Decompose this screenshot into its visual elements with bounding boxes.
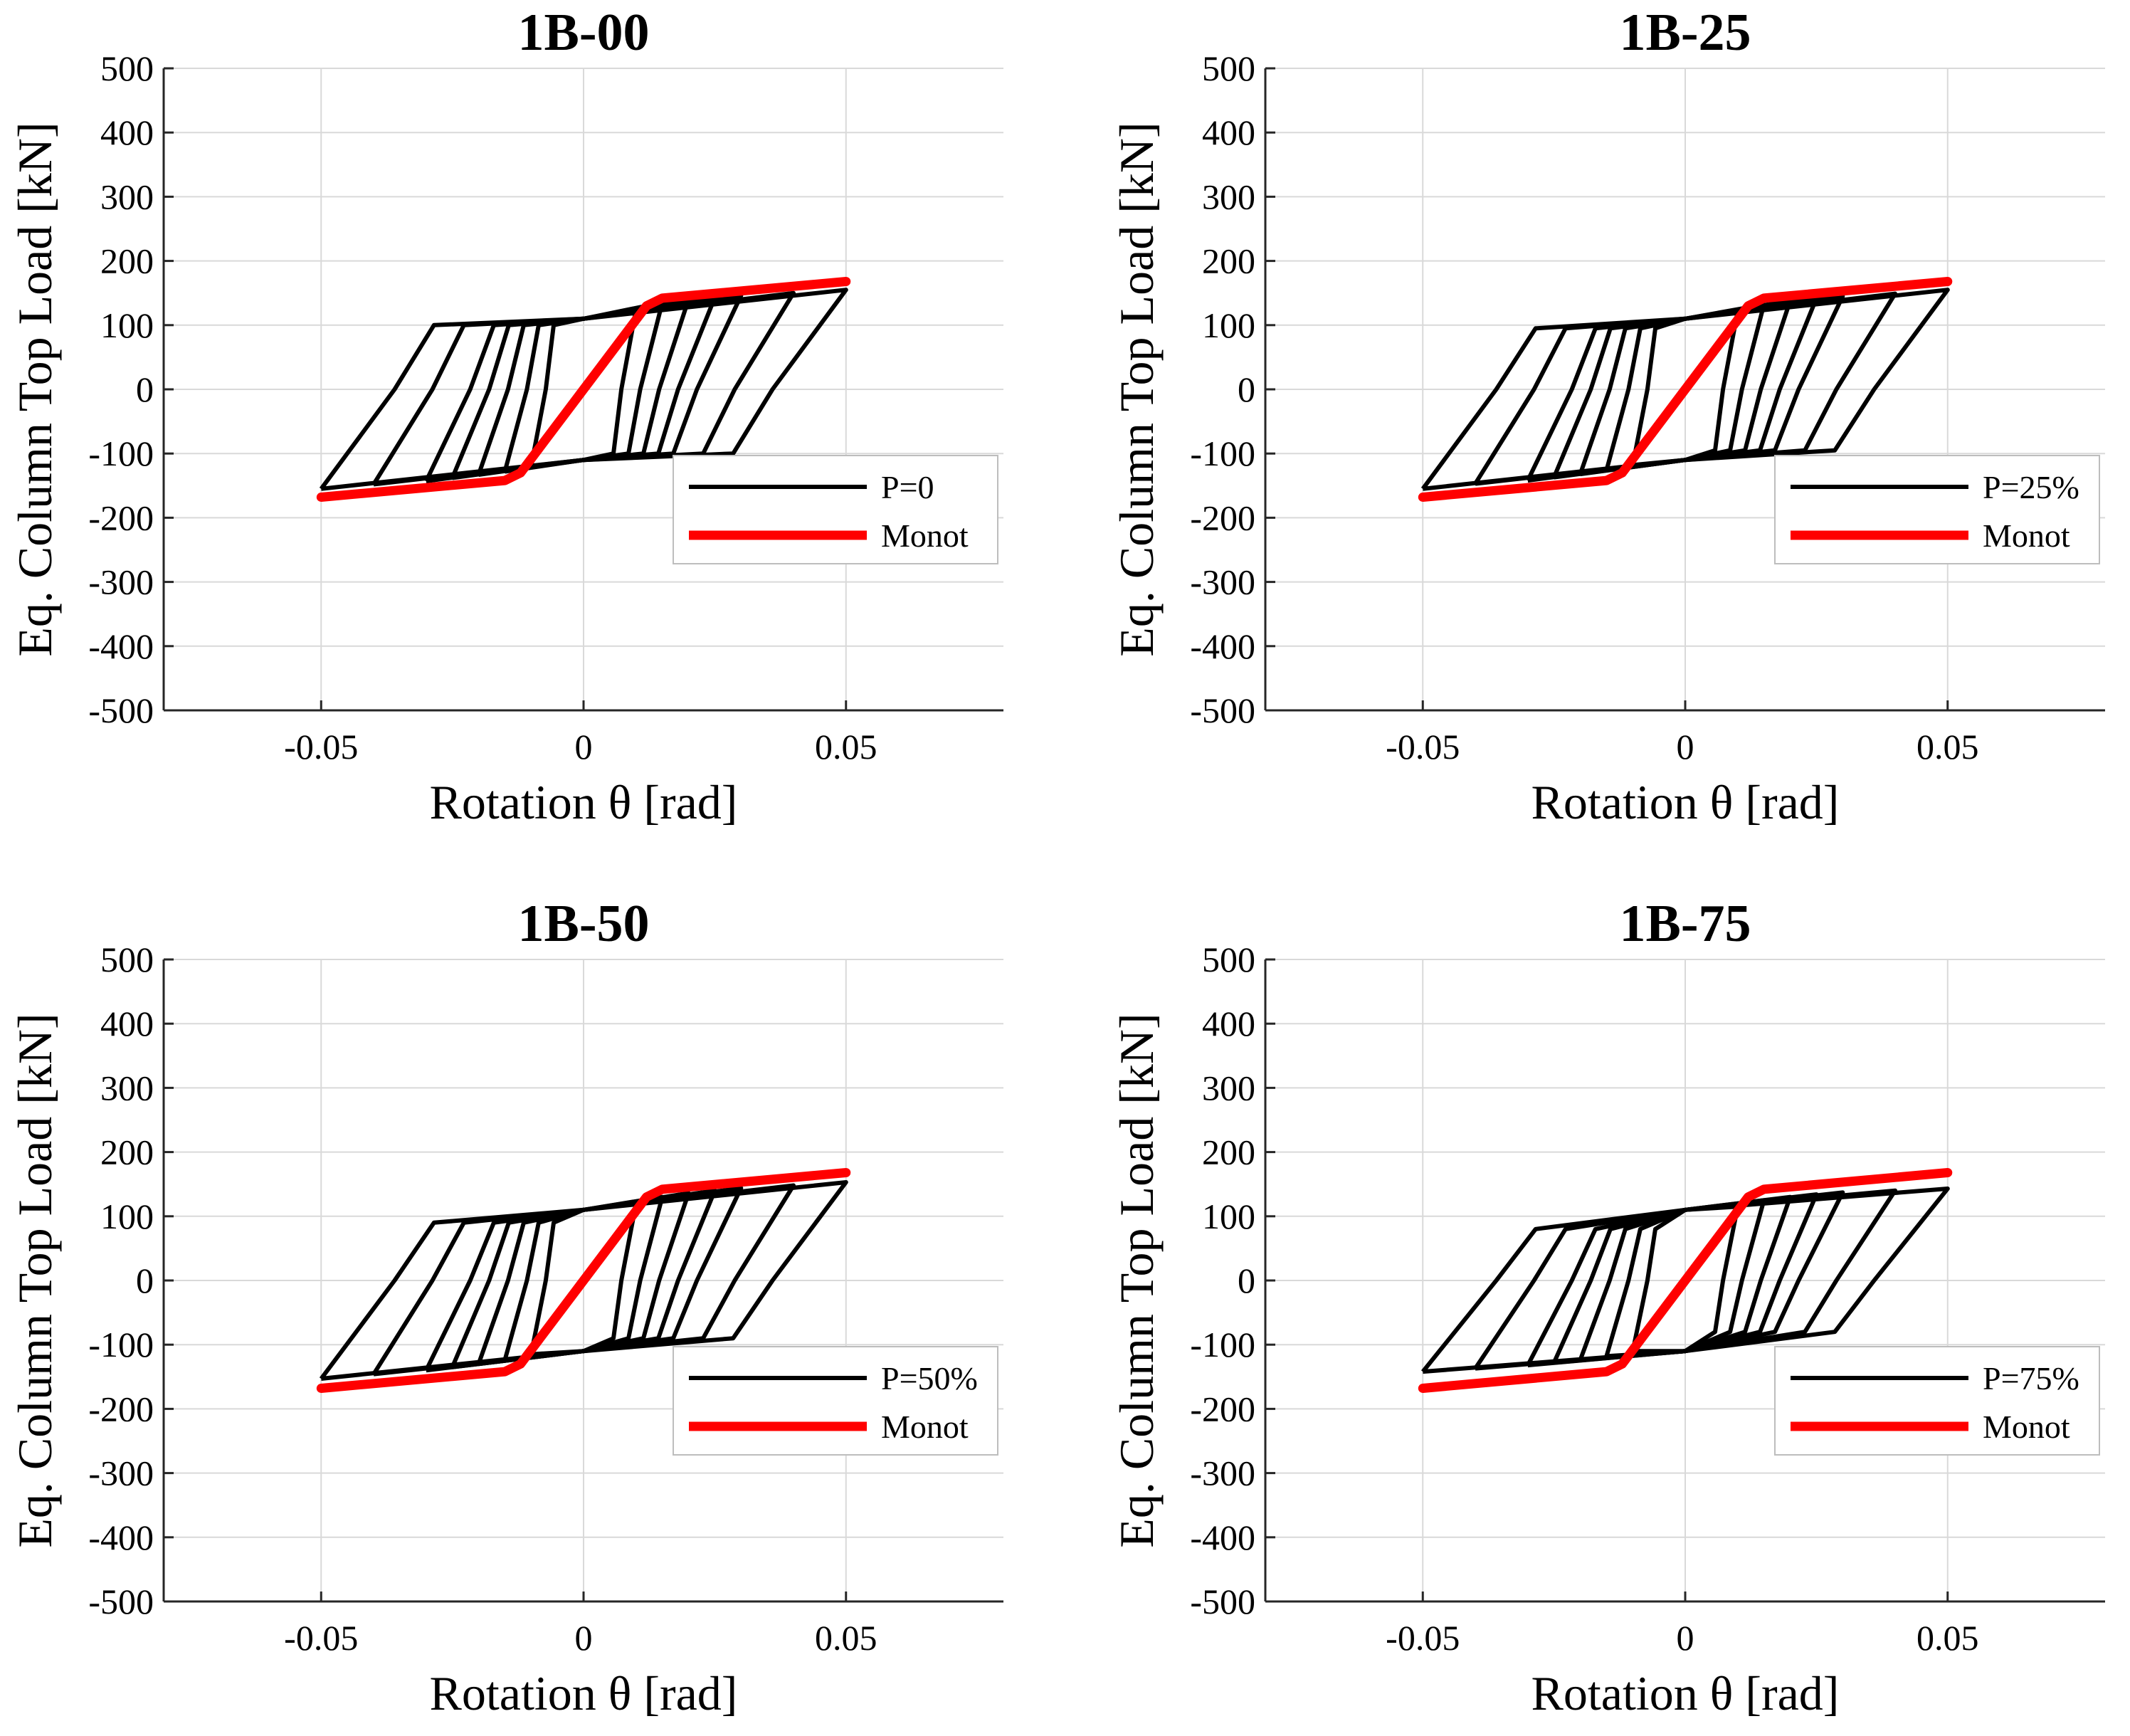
legend-label: P=75% — [1983, 1360, 2079, 1396]
y-tick-label: 100 — [100, 1196, 154, 1236]
y-tick-label: 400 — [100, 1004, 154, 1043]
monotonic-envelope-line — [316, 277, 851, 502]
y-tick-label: 300 — [1202, 177, 1255, 216]
y-tick-label: 500 — [100, 940, 154, 979]
chart-title: 1B-75 — [1620, 895, 1751, 953]
x-tick-label: -0.05 — [1386, 727, 1460, 767]
y-tick-label: -500 — [1190, 690, 1255, 730]
x-tick-label: 0 — [575, 727, 593, 767]
chart-title: 1B-00 — [518, 4, 650, 62]
y-tick-label: 0 — [136, 369, 154, 409]
y-tick-label: 100 — [1202, 1196, 1255, 1236]
y-tick-label: 500 — [1202, 48, 1255, 88]
y-tick-label: -200 — [88, 498, 154, 537]
chart-panel: -500 -400 -300 -200 -100 0 100 200 300 400 500 -0.0… — [8, 4, 1003, 829]
y-tick-label: 400 — [1202, 1004, 1255, 1043]
y-tick-label: -100 — [1190, 433, 1255, 473]
legend-label: P=50% — [881, 1360, 978, 1396]
x-tick-label: 0.05 — [815, 1618, 877, 1658]
legend-box — [1774, 455, 2100, 564]
y-tick-label: -300 — [88, 1453, 154, 1493]
y-tick-label: 200 — [100, 1132, 154, 1172]
x-tick-label: 0 — [575, 1618, 593, 1658]
chart-title: 1B-50 — [518, 895, 650, 953]
legend-label: P=25% — [1983, 469, 2079, 505]
chart-panel: -500 -400 -300 -200 -100 0 100 200 300 400 500 -0.0… — [1109, 895, 2105, 1720]
legend-label: Monot — [881, 1409, 969, 1445]
y-tick-label: -400 — [1190, 626, 1255, 666]
x-tick-label: 0.05 — [815, 727, 877, 767]
monotonic-envelope-line — [316, 1168, 851, 1393]
y-tick-label: -400 — [88, 626, 154, 666]
hysteresis-loop — [319, 1180, 848, 1381]
chart-panel: -500 -400 -300 -200 -100 0 100 200 300 400 500 -0.0… — [8, 895, 1003, 1720]
y-tick-label: 500 — [1202, 940, 1255, 979]
y-axis-label: Eq. Column Top Load [kN] — [8, 122, 62, 656]
y-tick-label: 200 — [1202, 1132, 1255, 1172]
y-tick-label: -500 — [1190, 1582, 1255, 1621]
y-tick-label: -100 — [88, 433, 154, 473]
x-tick-label: 0 — [1677, 1618, 1694, 1658]
legend-box — [673, 1346, 998, 1456]
y-tick-label: 200 — [100, 241, 154, 281]
legend-label: Monot — [881, 517, 969, 554]
x-tick-label: 0 — [1677, 727, 1694, 767]
y-tick-label: -400 — [1190, 1517, 1255, 1557]
x-tick-label: -0.05 — [1386, 1618, 1460, 1658]
y-axis-label: Eq. Column Top Load [kN] — [1109, 1013, 1164, 1547]
legend-label: Monot — [1983, 517, 2070, 554]
y-tick-label: -100 — [1190, 1325, 1255, 1364]
y-tick-label: 0 — [1238, 1261, 1255, 1300]
y-tick-label: 500 — [100, 48, 154, 88]
y-tick-label: -400 — [88, 1517, 154, 1557]
y-tick-label: -200 — [1190, 498, 1255, 537]
y-tick-label: -100 — [88, 1325, 154, 1364]
legend-label: P=0 — [881, 469, 934, 505]
y-tick-label: -300 — [1190, 562, 1255, 602]
y-tick-label: 0 — [136, 1261, 154, 1300]
y-tick-label: 200 — [1202, 241, 1255, 281]
y-tick-label: 400 — [100, 112, 154, 152]
y-tick-label: 300 — [1202, 1068, 1255, 1108]
legend-label: Monot — [1983, 1409, 2070, 1445]
y-tick-label: 300 — [100, 1068, 154, 1108]
hysteresis-loop — [1420, 1187, 1950, 1374]
x-axis-label: Rotation θ [rad] — [430, 1666, 738, 1720]
x-tick-label: 0.05 — [1917, 1618, 1979, 1658]
x-tick-label: -0.05 — [284, 727, 358, 767]
y-tick-label: -300 — [1190, 1453, 1255, 1493]
chart-title: 1B-25 — [1620, 4, 1751, 62]
y-axis-label: Eq. Column Top Load [kN] — [8, 1013, 62, 1547]
y-tick-label: -200 — [88, 1389, 154, 1429]
legend-box — [673, 455, 998, 564]
monotonic-envelope-line — [1418, 1168, 1953, 1393]
y-tick-label: -200 — [1190, 1389, 1255, 1429]
x-tick-label: 0.05 — [1917, 727, 1979, 767]
x-axis-label: Rotation θ [rad] — [430, 775, 738, 829]
hysteresis-loop — [319, 288, 848, 491]
legend-box — [1774, 1346, 2100, 1456]
y-axis-label: Eq. Column Top Load [kN] — [1109, 122, 1164, 656]
y-tick-label: 300 — [100, 177, 154, 216]
monotonic-envelope-line — [1418, 277, 1953, 502]
y-tick-label: 100 — [100, 305, 154, 345]
y-tick-label: -300 — [88, 562, 154, 602]
x-axis-label: Rotation θ [rad] — [1531, 1666, 1840, 1720]
chart-panel: -500 -400 -300 -200 -100 0 100 200 300 400 500 -0.0… — [1109, 4, 2105, 829]
hysteresis-loop — [1420, 288, 1950, 491]
y-tick-label: 0 — [1238, 369, 1255, 409]
y-tick-label: -500 — [88, 690, 154, 730]
y-tick-label: 100 — [1202, 305, 1255, 345]
y-tick-label: -500 — [88, 1582, 154, 1621]
y-tick-label: 400 — [1202, 112, 1255, 152]
x-tick-label: -0.05 — [284, 1618, 358, 1658]
x-axis-label: Rotation θ [rad] — [1531, 775, 1840, 829]
